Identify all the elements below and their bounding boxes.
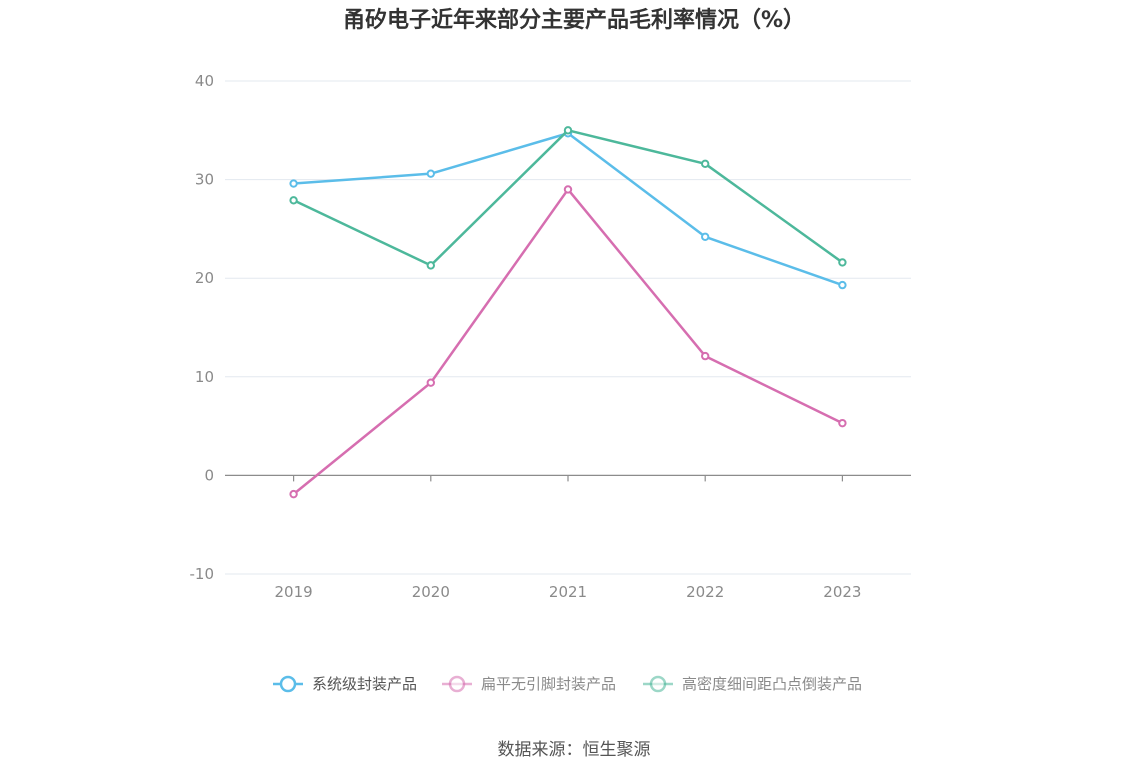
y-tick-label: -10 — [190, 565, 215, 583]
series-line — [292, 188, 843, 496]
y-tick-label: 10 — [195, 368, 214, 386]
data-point — [426, 261, 435, 270]
data-point — [701, 232, 710, 241]
legend-label: 系统级封装产品 — [312, 675, 417, 693]
data-point — [289, 179, 298, 188]
data-point — [426, 378, 435, 387]
data-point — [838, 258, 847, 267]
legend-marker — [448, 675, 466, 693]
data-point — [563, 185, 573, 194]
y-tick-label: 40 — [195, 72, 214, 90]
source-note: 数据来源：恒生聚源 — [498, 740, 651, 760]
legend-item-2[interactable]: 扁平无引脚封装产品 — [442, 675, 616, 693]
legend-label: 扁平无引脚封装产品 — [481, 675, 616, 693]
legend-marker — [279, 675, 297, 693]
legend-label: 高密度细间距凸点倒装产品 — [682, 675, 862, 693]
series-line — [293, 132, 843, 287]
data-point — [838, 280, 847, 290]
data-point — [426, 169, 435, 178]
series-1 — [289, 129, 847, 290]
grid-lines — [225, 80, 911, 575]
y-axis: -10 0 10 20 30 40 — [190, 72, 215, 583]
legend-marker — [649, 675, 667, 693]
chart-title: 甬矽电子近年来部分主要产品毛利率情况（%） — [343, 7, 805, 33]
data-point — [701, 351, 710, 361]
y-tick-label: 30 — [195, 171, 214, 189]
x-tick-label: 2020 — [412, 583, 450, 601]
y-tick-label: 20 — [195, 269, 214, 287]
series-3 — [289, 126, 847, 270]
data-point — [289, 196, 298, 205]
x-tick-label: 2021 — [549, 583, 587, 601]
x-tick-label: 2023 — [823, 583, 861, 601]
data-point — [289, 489, 298, 499]
legend-item-3[interactable]: 高密度细间距凸点倒装产品 — [643, 675, 862, 693]
x-tick-label: 2019 — [275, 583, 313, 601]
legend-item-1[interactable]: 系统级封装产品 — [273, 675, 417, 693]
series-2 — [289, 185, 847, 499]
x-axis: 2019 2020 2021 2022 2023 — [225, 474, 911, 601]
legend: 系统级封装产品 扁平无引脚封装产品 高密度细间距凸点倒装产品 — [273, 675, 862, 693]
x-tick-label: 2022 — [686, 583, 724, 601]
series-layer — [289, 126, 847, 499]
y-tick-label: 0 — [204, 466, 214, 484]
data-point — [563, 126, 573, 135]
series-line — [293, 129, 844, 267]
data-point — [701, 159, 710, 169]
data-point — [838, 418, 847, 428]
